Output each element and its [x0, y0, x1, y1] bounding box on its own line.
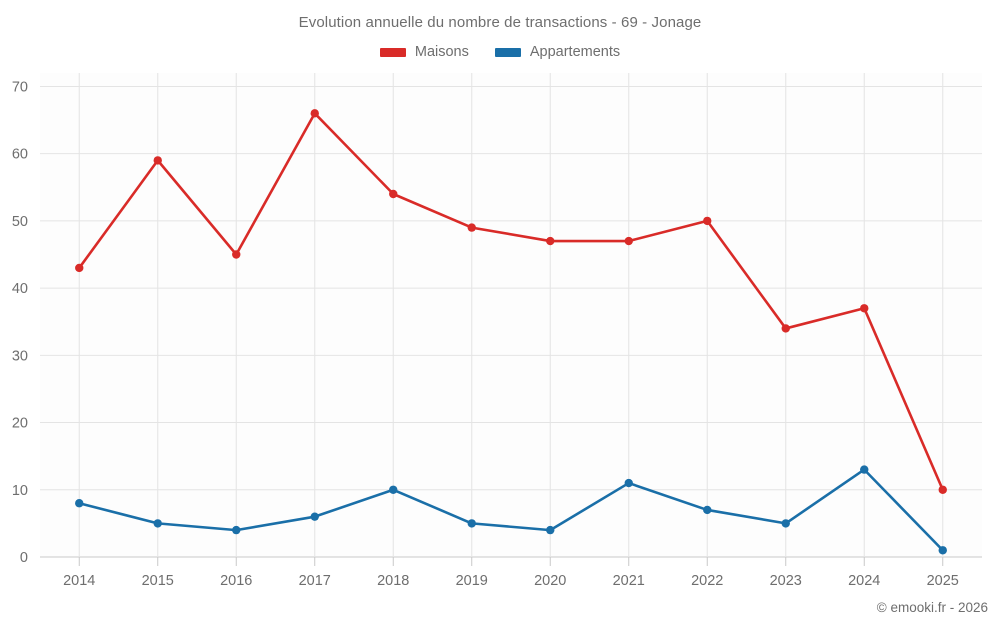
- y-axis-tick-label: 0: [20, 550, 28, 566]
- legend-label-maisons: Maisons: [414, 44, 469, 60]
- data-point[interactable]: [467, 223, 476, 232]
- chart-title: Evolution annuelle du nombre de transact…: [298, 14, 702, 31]
- x-axis-tick-label: 2022: [691, 573, 723, 589]
- data-point[interactable]: [153, 156, 162, 165]
- data-point[interactable]: [153, 519, 162, 528]
- data-point[interactable]: [860, 304, 869, 313]
- data-point[interactable]: [75, 263, 84, 273]
- data-point[interactable]: [546, 525, 555, 535]
- x-axis-tick-label: 2023: [770, 573, 802, 589]
- data-point[interactable]: [781, 324, 790, 333]
- x-axis-tick-label: 2019: [456, 573, 488, 589]
- y-axis-tick-label: 10: [12, 483, 28, 499]
- chart-legend: Maisons Appartements: [0, 44, 1000, 60]
- x-axis-tick-label: 2015: [142, 573, 174, 589]
- x-axis-tick-label: 2018: [377, 573, 409, 589]
- data-point[interactable]: [781, 519, 790, 528]
- data-point[interactable]: [310, 109, 319, 118]
- series-line-maisons: [77, 112, 945, 492]
- y-axis-tick-label: 40: [12, 281, 28, 297]
- legend-swatch-maisons: [379, 47, 406, 57]
- x-axis-tick-label: 2020: [534, 573, 566, 589]
- legend-label-appartements: Appartements: [529, 44, 621, 60]
- x-axis-tick-label: 2021: [613, 573, 645, 589]
- x-axis-tick-label: 2017: [299, 573, 331, 589]
- data-point[interactable]: [310, 512, 319, 521]
- data-point[interactable]: [938, 485, 947, 494]
- legend-item-appartements[interactable]: Appartements: [494, 44, 621, 60]
- y-axis-tick-label: 50: [12, 214, 28, 230]
- data-point[interactable]: [860, 465, 869, 474]
- data-point[interactable]: [467, 519, 476, 528]
- x-axis-tick-label: 2014: [63, 573, 95, 589]
- data-point[interactable]: [703, 505, 712, 515]
- series-line-appartements: [77, 468, 945, 552]
- legend-swatch-appartements: [494, 47, 521, 57]
- x-axis-tick-label: 2024: [848, 573, 880, 589]
- data-point[interactable]: [624, 478, 633, 488]
- copyright-credit: © emooki.fr - 2026: [876, 600, 988, 615]
- y-axis-tick-label: 20: [12, 416, 28, 432]
- y-axis-tick-label: 70: [12, 79, 28, 95]
- data-point[interactable]: [624, 236, 633, 246]
- data-point[interactable]: [389, 485, 398, 494]
- data-point[interactable]: [389, 189, 398, 199]
- data-point[interactable]: [938, 546, 947, 555]
- data-point[interactable]: [232, 525, 241, 535]
- data-point[interactable]: [703, 216, 712, 226]
- y-axis-tick-label: 30: [12, 348, 28, 364]
- x-axis-tick-label: 2016: [220, 573, 252, 589]
- y-axis-tick-label: 60: [12, 147, 28, 163]
- x-axis-tick-label: 2025: [927, 573, 959, 589]
- data-point[interactable]: [232, 250, 241, 259]
- data-point[interactable]: [546, 236, 555, 246]
- legend-item-maisons[interactable]: Maisons: [379, 44, 469, 60]
- data-point[interactable]: [75, 499, 84, 508]
